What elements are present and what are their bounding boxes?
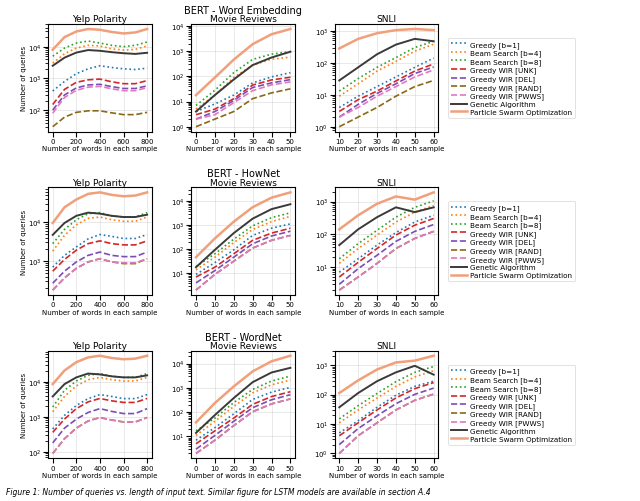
Y-axis label: Number of queries: Number of queries <box>20 372 26 437</box>
Title: SNLI: SNLI <box>376 16 397 24</box>
X-axis label: Number of words in each sample: Number of words in each sample <box>42 309 157 315</box>
Title: Yelp Polarity: Yelp Polarity <box>72 341 127 350</box>
Title: SNLI: SNLI <box>376 178 397 187</box>
Title: Movie Reviews: Movie Reviews <box>210 178 276 187</box>
Text: BERT - HowNet: BERT - HowNet <box>207 169 280 179</box>
Title: Yelp Polarity: Yelp Polarity <box>72 16 127 24</box>
Title: Movie Reviews: Movie Reviews <box>210 341 276 350</box>
X-axis label: Number of words in each sample: Number of words in each sample <box>329 472 444 478</box>
Y-axis label: Number of queries: Number of queries <box>20 209 26 274</box>
Title: SNLI: SNLI <box>376 341 397 350</box>
Y-axis label: Number of queries: Number of queries <box>20 46 26 111</box>
X-axis label: Number of words in each sample: Number of words in each sample <box>186 472 301 478</box>
Legend: Greedy [b=1], Beam Search [b=4], Beam Search [b=8], Greedy WIR [UNK], Greedy WIR: Greedy [b=1], Beam Search [b=4], Beam Se… <box>449 202 575 282</box>
Title: Yelp Polarity: Yelp Polarity <box>72 178 127 187</box>
X-axis label: Number of words in each sample: Number of words in each sample <box>329 309 444 315</box>
Text: Figure 1: Number of queries vs. length of input text. Similar figure for LSTM mo: Figure 1: Number of queries vs. length o… <box>6 487 431 496</box>
Legend: Greedy [b=1], Beam Search [b=4], Beam Search [b=8], Greedy WIR [UNK], Greedy WIR: Greedy [b=1], Beam Search [b=4], Beam Se… <box>449 39 575 119</box>
X-axis label: Number of words in each sample: Number of words in each sample <box>329 146 444 152</box>
Legend: Greedy [b=1], Beam Search [b=4], Beam Search [b=8], Greedy WIR [UNK], Greedy WIR: Greedy [b=1], Beam Search [b=4], Beam Se… <box>449 365 575 445</box>
Title: Movie Reviews: Movie Reviews <box>210 16 276 24</box>
X-axis label: Number of words in each sample: Number of words in each sample <box>42 146 157 152</box>
Text: BERT - Word Embedding: BERT - Word Embedding <box>184 6 302 16</box>
X-axis label: Number of words in each sample: Number of words in each sample <box>186 146 301 152</box>
Text: BERT - WordNet: BERT - WordNet <box>205 332 282 342</box>
X-axis label: Number of words in each sample: Number of words in each sample <box>186 309 301 315</box>
X-axis label: Number of words in each sample: Number of words in each sample <box>42 472 157 478</box>
